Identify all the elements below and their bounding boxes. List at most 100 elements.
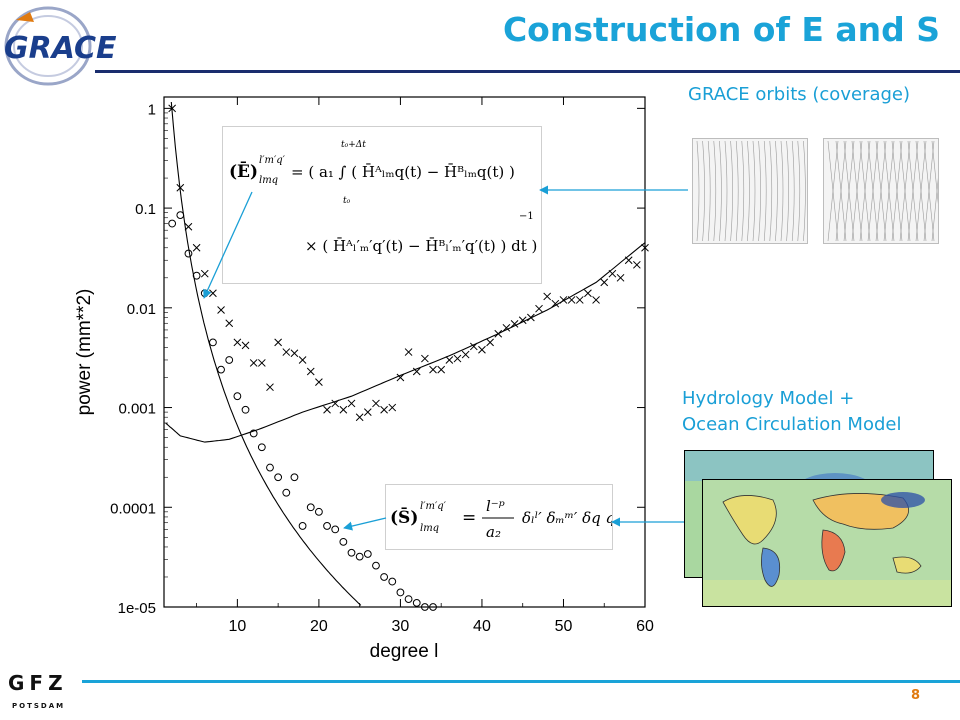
circle-marker-point (241, 405, 250, 414)
x-marker-point (274, 338, 282, 347)
noise-curve (165, 242, 646, 443)
x-marker-point (363, 408, 372, 416)
y-tick-label: 1 (148, 101, 156, 118)
grace-logo: GRACE (4, 6, 117, 86)
circle-marker-point (396, 588, 405, 597)
x-tick-label: 40 (473, 618, 491, 635)
eq-s-equals: = (462, 508, 476, 528)
x-marker-point (510, 320, 519, 328)
eq-e-line2: × ( H̄ᴬₗ′ₘ′q′(t) − H̄ᴮₗ′ₘ′q′(t) ) dt ) (305, 237, 537, 255)
x-marker-point (567, 296, 576, 304)
equation-s-box: (S̄) l′m′q′ lmq = l⁻ᵖ a₂ δₗˡ′ δₘᵐ′ δq q′ (385, 484, 619, 550)
x-marker-point (372, 399, 380, 408)
circle-marker-point (282, 488, 291, 497)
x-marker-point (527, 313, 535, 322)
equation-e: (Ē) l′m′q′ lmq = ( a₁ ∫ ( H̄ᴬₗₘq(t) − H̄… (229, 140, 537, 255)
eq-s-super: l′m′q′ (420, 501, 447, 512)
x-marker-point (461, 350, 470, 359)
continent-australia (892, 556, 922, 574)
x-marker-point (641, 243, 649, 252)
model-curves (165, 101, 646, 606)
x-marker-point (168, 104, 177, 113)
circle-marker-point (388, 577, 397, 586)
eq-e-int-upper: t₀+Δt (341, 140, 366, 150)
x-marker-point (323, 405, 331, 414)
circle-marker-point (298, 522, 307, 530)
circle-marker-point (249, 429, 258, 438)
circle-marker-point (347, 548, 356, 557)
x-marker-point (535, 304, 543, 313)
x-marker-point (282, 348, 291, 356)
circle-marker-point (290, 473, 299, 482)
eq-s-denominator: a₂ (486, 523, 501, 541)
circle-marker-point (233, 392, 242, 401)
y-tick-label: 1e-05 (118, 600, 156, 617)
model-map-front (702, 479, 952, 607)
signal-curve (170, 101, 362, 606)
circle-marker-point (363, 550, 372, 558)
hydrology-label-line2: Ocean Circulation Model (682, 414, 902, 435)
x-marker-point (331, 399, 340, 408)
x-marker-point (502, 323, 511, 332)
data-points (168, 104, 649, 611)
logo-orbit-ring-inner (13, 15, 83, 77)
x-marker-point (559, 296, 568, 304)
eq-s-rhs: δₗˡ′ δₘᵐ′ δq q′ (522, 509, 612, 527)
x-marker-point (388, 403, 397, 412)
circle-marker-point (429, 603, 437, 611)
x-marker-point (437, 365, 446, 374)
x-marker-point (429, 365, 437, 374)
continent-north-america (722, 495, 777, 545)
x-axis-label: degree l (370, 641, 439, 662)
y-axis-label: power (mm**2) (74, 289, 95, 416)
x-marker-point (592, 296, 600, 304)
x-marker-point (339, 405, 348, 414)
x-marker-point (380, 405, 388, 414)
circle-marker-point (355, 552, 364, 561)
x-marker-point (217, 306, 225, 314)
eq-e-sub: lmq (259, 175, 278, 186)
x-marker-point (551, 299, 560, 308)
y-tick-label: 0.1 (135, 201, 156, 218)
x-marker-point (257, 359, 266, 367)
circle-marker-point (184, 249, 193, 258)
continent-south-america (761, 547, 781, 587)
x-marker-point (404, 348, 413, 356)
circle-marker-point (380, 573, 389, 581)
orbit-tracks-1 (696, 140, 806, 242)
x-marker-point (421, 354, 429, 363)
x-marker-point (306, 367, 315, 376)
eq-s-sub: lmq (420, 523, 439, 534)
x-marker-point (192, 243, 201, 252)
x-marker-point (624, 256, 633, 265)
equation-e-box: (Ē) l′m′q′ lmq = ( a₁ ∫ ( H̄ᴬₗₘq(t) − H̄… (222, 126, 542, 284)
x-marker-point (355, 413, 364, 422)
x-marker-point (518, 316, 527, 325)
x-marker-point (347, 399, 356, 408)
x-marker-point (412, 367, 421, 376)
circle-marker-point (420, 603, 429, 611)
x-marker-point (600, 278, 609, 287)
x-tick-label: 20 (310, 618, 328, 635)
x-marker-point (478, 345, 486, 354)
eq-e-line1: = ( a₁ ∫ ( H̄ᴬₗₘq(t) − H̄ᴮₗₘq(t) ) (291, 163, 515, 181)
x-marker-point (494, 329, 503, 338)
eq-e-int-lower: t₀ (343, 196, 351, 206)
eq-s-lhs: (S̄) (390, 507, 418, 528)
x-tick-label: 30 (392, 618, 410, 635)
logo-orbit-ring (4, 6, 92, 86)
orbits-label: GRACE orbits (coverage) (688, 84, 910, 105)
x-marker-point (315, 378, 323, 386)
x-marker-point (469, 342, 478, 351)
y-tick-label: 0.01 (127, 301, 156, 318)
x-marker-point (266, 383, 274, 392)
x-marker-point (249, 359, 258, 367)
circle-marker-point (412, 598, 421, 607)
circle-marker-point (314, 507, 323, 516)
x-marker-point (241, 341, 250, 350)
circle-marker-point (339, 537, 348, 546)
x-marker-point (184, 222, 193, 231)
x-marker-point (225, 319, 234, 328)
x-marker-point (453, 354, 462, 363)
eq-e-lhs: (Ē) (229, 161, 258, 182)
